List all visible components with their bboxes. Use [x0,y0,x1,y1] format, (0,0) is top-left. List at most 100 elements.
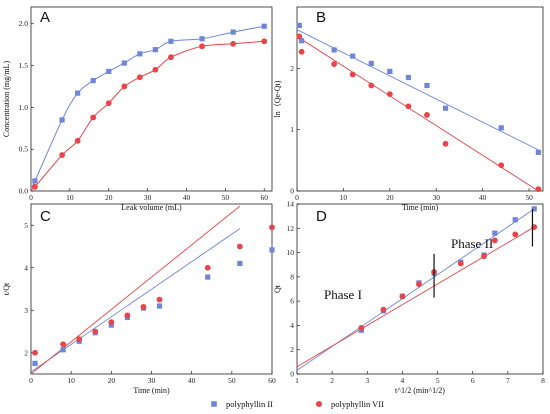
y-tick-label: 1.5 [19,61,29,70]
x-tick-label: 20 [108,376,116,385]
y-tick-label: 14 [287,200,295,209]
data-point [498,125,504,131]
panel-letter: D [316,208,327,225]
data-point [137,51,143,57]
data-point [74,137,81,144]
x-tick-label: 20 [105,193,113,202]
x-axis-label: Time (min) [402,203,439,212]
data-point [386,91,393,97]
y-axis-label: ln（Qe-Qt) [273,80,282,117]
phase-label: Phase II [451,236,493,251]
data-point [531,206,537,212]
data-point [156,303,163,309]
legend-marker [316,401,322,407]
x-tick-label: 50 [228,376,236,385]
x-tick-label: 8 [541,376,545,385]
data-point [331,61,338,67]
chart-panel-a: 0 10 20 30 40 50 60 0.0 0.5 1.0 1.5 2.0 Leak volume … [2,6,273,212]
data-point [457,260,464,267]
x-tick-label: 20 [386,193,394,202]
data-point [32,360,38,366]
data-point [168,54,174,61]
x-tick-label: 40 [188,376,196,385]
data-point [380,306,387,313]
panel-letter: B [316,9,326,26]
data-point [76,336,83,343]
data-point [269,247,275,253]
y-tick-label: 0.0 [19,187,29,196]
y-tick-label: 2 [24,348,28,357]
x-tick-label: 2 [330,376,334,385]
y-tick-label: 0 [290,370,294,379]
x-tick-label: 1 [295,376,299,385]
fit-line [30,228,241,373]
y-tick-label: 3 [24,306,28,315]
data-point [230,40,237,47]
data-point [491,237,498,244]
data-point [106,68,112,74]
data-point [535,186,542,193]
data-point [512,217,518,223]
x-tick-label: 0 [29,376,33,385]
x-tick-label: 10 [340,193,348,202]
data-point [350,53,356,59]
data-point [424,112,430,118]
legend-label: polyphyllin II [226,399,273,409]
data-point [105,100,112,107]
y-axis-label: t/Qt [2,282,11,295]
data-point [261,23,267,29]
data-point [140,303,147,310]
plot-frame [296,203,544,375]
y-tick-label: 2 [290,64,294,73]
data-point [168,38,174,44]
data-point [296,33,303,40]
x-axis-label: Time (min) [133,386,170,395]
data-point [60,341,67,348]
y-tick-label: 5 [24,221,28,230]
panel-letter: C [40,208,51,225]
x-tick-label: 50 [222,193,230,202]
data-point [90,114,97,121]
y-tick-label: 2 [290,345,294,354]
data-point [405,74,411,81]
data-point [199,36,205,42]
data-point [368,82,375,89]
y-tick-label: 8 [290,272,294,281]
fit-curve [30,25,265,189]
data-point [269,224,275,231]
x-tick-label: 10 [67,376,75,385]
data-point [237,260,243,267]
data-point [442,140,449,147]
legend-marker [211,401,217,407]
data-point [498,162,505,169]
fit-line [296,36,539,192]
data-point [387,68,393,74]
data-point [59,152,65,158]
y-tick-label: 0 [290,187,294,196]
data-point [405,103,412,110]
x-axis-label: t^1/2 (min^1/2) [395,386,445,395]
data-point [32,349,38,356]
x-tick-label: 4 [401,376,405,385]
legend: polyphyllin II polyphyllin VII [211,399,384,409]
legend-label: polyphyllin VII [331,399,384,409]
data-point [261,38,268,45]
x-tick-label: 60 [268,376,276,385]
chart-panel-c: 0 10 20 30 40 50 60 2 3 4 5 Time (min) t/Qt C [2,203,276,395]
x-tick-label: 40 [479,193,487,202]
x-tick-label: 5 [436,376,440,385]
data-point [492,230,498,236]
data-point [298,48,305,55]
fit-line [296,226,535,368]
data-point [230,29,236,35]
data-point [442,105,449,111]
fit-line [296,29,539,151]
data-point [368,60,374,67]
y-axis-label: Concentration (mg/mL) [2,61,11,138]
data-point [205,274,211,280]
data-point [124,312,131,319]
data-point [108,319,115,326]
panel-letter: A [40,9,50,26]
